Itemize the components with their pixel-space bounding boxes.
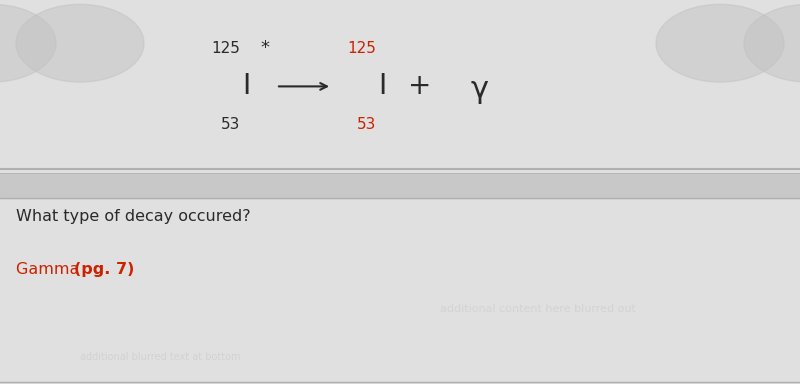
Ellipse shape	[656, 4, 784, 82]
Ellipse shape	[744, 4, 800, 82]
Ellipse shape	[16, 4, 144, 82]
Text: I: I	[378, 73, 386, 100]
Text: additional content here blurred out: additional content here blurred out	[440, 304, 636, 314]
Text: I: I	[242, 73, 250, 100]
Text: γ: γ	[471, 75, 489, 104]
Text: What type of decay occured?: What type of decay occured?	[16, 209, 250, 224]
Text: *: *	[260, 40, 269, 57]
Text: Gamma: Gamma	[16, 262, 85, 276]
Bar	[0, 173, 800, 198]
Ellipse shape	[0, 4, 56, 82]
Text: +: +	[408, 73, 432, 100]
Text: 53: 53	[221, 117, 240, 132]
Text: 125: 125	[211, 41, 240, 56]
Text: (pg. 7): (pg. 7)	[74, 262, 134, 276]
Text: 125: 125	[347, 41, 376, 56]
Text: additional blurred text at bottom: additional blurred text at bottom	[80, 353, 241, 362]
Text: 53: 53	[357, 117, 376, 132]
